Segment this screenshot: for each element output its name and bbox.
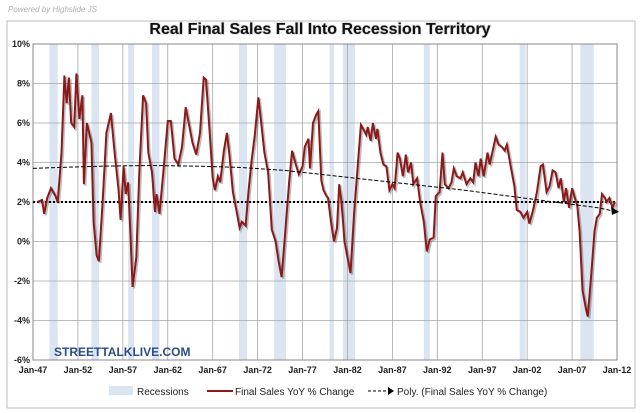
legend-recessions-label: Recessions [137, 387, 189, 398]
final-sales-line [37, 73, 616, 317]
x-tick-label: Jan-02 [513, 365, 542, 375]
legend-series-label: Final Sales YoY % Change [235, 387, 355, 398]
x-tick-label: Jan-72 [243, 365, 272, 375]
x-tick-label: Jan-82 [333, 365, 362, 375]
x-tick-label: Jan-67 [198, 365, 227, 375]
y-tick-label: -4% [14, 316, 30, 326]
x-tick-label: Jan-97 [468, 365, 497, 375]
x-tick-label: Jan-62 [154, 365, 183, 375]
x-tick-label: Jan-47 [19, 365, 48, 375]
y-tick-label: 0% [17, 237, 30, 247]
chart-title: Real Final Sales Fall Into Recession Ter… [149, 21, 490, 38]
y-tick-label: 2% [17, 197, 30, 207]
poly-trend-line [32, 164, 618, 213]
x-tick-label: Jan-07 [558, 365, 587, 375]
y-tick-label: -6% [14, 355, 30, 365]
x-tick-label: Jan-92 [423, 365, 452, 375]
chart-frame [6, 20, 636, 409]
y-tick-label: 4% [17, 158, 30, 168]
legend-trend-label: Poly. (Final Sales YoY % Change) [397, 387, 547, 398]
y-tick-label: 8% [17, 79, 30, 89]
legend-recessions-swatch [109, 386, 133, 395]
x-tick-label: Jan-52 [64, 365, 93, 375]
powered-by-label: Powered by Highslide JS [8, 5, 98, 14]
x-tick-label: Jan-77 [288, 365, 317, 375]
legend: Recessions Final Sales YoY % Change Poly… [109, 386, 547, 398]
watermark: STREETTALKLIVE.COM [54, 345, 190, 359]
x-tick-label: Jan-57 [109, 365, 138, 375]
trend-arrow-icon [611, 206, 619, 215]
y-tick-label: 6% [17, 118, 30, 128]
legend-arrow-icon [388, 387, 394, 395]
x-tick-label: Jan-87 [378, 365, 407, 375]
y-tick-label: -2% [14, 276, 30, 286]
x-tick-label: Jan-12 [603, 365, 632, 375]
y-tick-label: 10% [12, 39, 30, 49]
